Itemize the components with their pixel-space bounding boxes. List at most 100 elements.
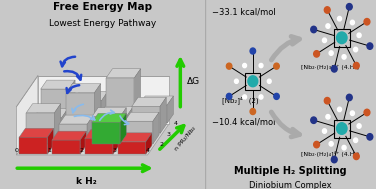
Circle shape [346, 4, 352, 10]
Text: 2: 2 [80, 148, 84, 153]
Polygon shape [139, 105, 167, 123]
Polygon shape [17, 76, 38, 155]
Circle shape [342, 145, 346, 150]
Polygon shape [66, 93, 94, 133]
Polygon shape [127, 106, 133, 133]
Circle shape [342, 55, 346, 59]
Circle shape [331, 156, 337, 163]
Polygon shape [62, 109, 68, 133]
Text: 4: 4 [146, 148, 150, 153]
Text: 1: 1 [47, 148, 51, 153]
Polygon shape [85, 129, 119, 138]
Polygon shape [120, 113, 126, 144]
Circle shape [329, 142, 333, 146]
Polygon shape [94, 84, 101, 133]
Circle shape [350, 20, 355, 25]
Circle shape [326, 115, 330, 119]
Text: Lowest Energy Pathway: Lowest Energy Pathway [49, 19, 156, 28]
FancyArrowPatch shape [61, 57, 75, 66]
Circle shape [367, 134, 373, 140]
Polygon shape [52, 140, 80, 154]
Polygon shape [41, 80, 75, 89]
Polygon shape [92, 113, 126, 122]
Text: [Nb₂]⁴⁺ (2): [Nb₂]⁴⁺ (2) [222, 96, 259, 104]
Circle shape [323, 129, 326, 133]
Circle shape [243, 95, 247, 99]
FancyArrowPatch shape [74, 115, 95, 120]
Circle shape [353, 138, 358, 143]
FancyArrowPatch shape [67, 85, 79, 93]
FancyArrowPatch shape [100, 110, 114, 120]
Polygon shape [120, 108, 126, 144]
Polygon shape [102, 91, 108, 123]
Polygon shape [17, 124, 169, 155]
Circle shape [329, 51, 333, 55]
Circle shape [353, 47, 358, 52]
Text: 3: 3 [167, 132, 171, 137]
Circle shape [267, 79, 271, 83]
Text: Multiple H₂ Splitting: Multiple H₂ Splitting [234, 166, 347, 176]
Polygon shape [87, 115, 94, 144]
Circle shape [364, 19, 370, 25]
Polygon shape [146, 133, 152, 154]
Text: k H₂: k H₂ [76, 177, 96, 186]
Circle shape [314, 141, 320, 148]
Circle shape [353, 62, 359, 69]
Polygon shape [167, 96, 173, 123]
Circle shape [259, 95, 263, 99]
Polygon shape [52, 131, 86, 140]
Polygon shape [59, 124, 87, 144]
Circle shape [350, 111, 355, 115]
Polygon shape [69, 80, 75, 123]
Circle shape [353, 153, 359, 160]
Circle shape [338, 107, 341, 112]
Polygon shape [59, 115, 94, 124]
Polygon shape [38, 76, 169, 124]
Polygon shape [132, 106, 160, 133]
Circle shape [226, 63, 232, 69]
Polygon shape [113, 129, 119, 154]
Polygon shape [106, 78, 135, 123]
Polygon shape [47, 128, 53, 154]
Polygon shape [73, 91, 108, 100]
Text: 3: 3 [113, 148, 117, 153]
Text: ΔG: ΔG [186, 77, 200, 86]
Polygon shape [33, 118, 62, 133]
Circle shape [324, 98, 330, 104]
Text: [Nb₂·(H₂)₃]⁴⁺ (4.H₆): [Nb₂·(H₂)₃]⁴⁺ (4.H₆) [301, 64, 359, 70]
Polygon shape [139, 96, 173, 105]
Polygon shape [118, 142, 146, 154]
Polygon shape [125, 112, 159, 121]
Polygon shape [160, 97, 166, 133]
Text: −10.4 kcal/mol: −10.4 kcal/mol [212, 117, 275, 126]
Text: [Nb₂·(H₂)₄]⁴⁺ (4.H₈): [Nb₂·(H₂)₄]⁴⁺ (4.H₈) [301, 151, 359, 157]
Polygon shape [99, 106, 133, 115]
Circle shape [226, 93, 232, 99]
Circle shape [274, 93, 279, 99]
Polygon shape [132, 97, 166, 106]
Polygon shape [41, 89, 69, 123]
Circle shape [324, 7, 330, 13]
Circle shape [323, 38, 326, 43]
Circle shape [346, 94, 352, 101]
Polygon shape [80, 131, 86, 154]
Circle shape [274, 63, 279, 69]
FancyArrowPatch shape [72, 104, 83, 113]
Text: −33.1 kcal/mol: −33.1 kcal/mol [212, 8, 276, 17]
Circle shape [311, 117, 317, 123]
Polygon shape [92, 122, 120, 144]
Polygon shape [85, 138, 113, 154]
Polygon shape [26, 113, 55, 144]
Polygon shape [92, 117, 120, 144]
Circle shape [337, 32, 347, 44]
Polygon shape [118, 133, 152, 142]
Polygon shape [99, 115, 127, 133]
Circle shape [259, 64, 263, 68]
Polygon shape [153, 112, 159, 144]
Polygon shape [19, 137, 47, 154]
Circle shape [235, 79, 238, 83]
Circle shape [357, 33, 361, 38]
Polygon shape [73, 100, 102, 123]
Polygon shape [19, 128, 53, 137]
Polygon shape [66, 84, 101, 93]
